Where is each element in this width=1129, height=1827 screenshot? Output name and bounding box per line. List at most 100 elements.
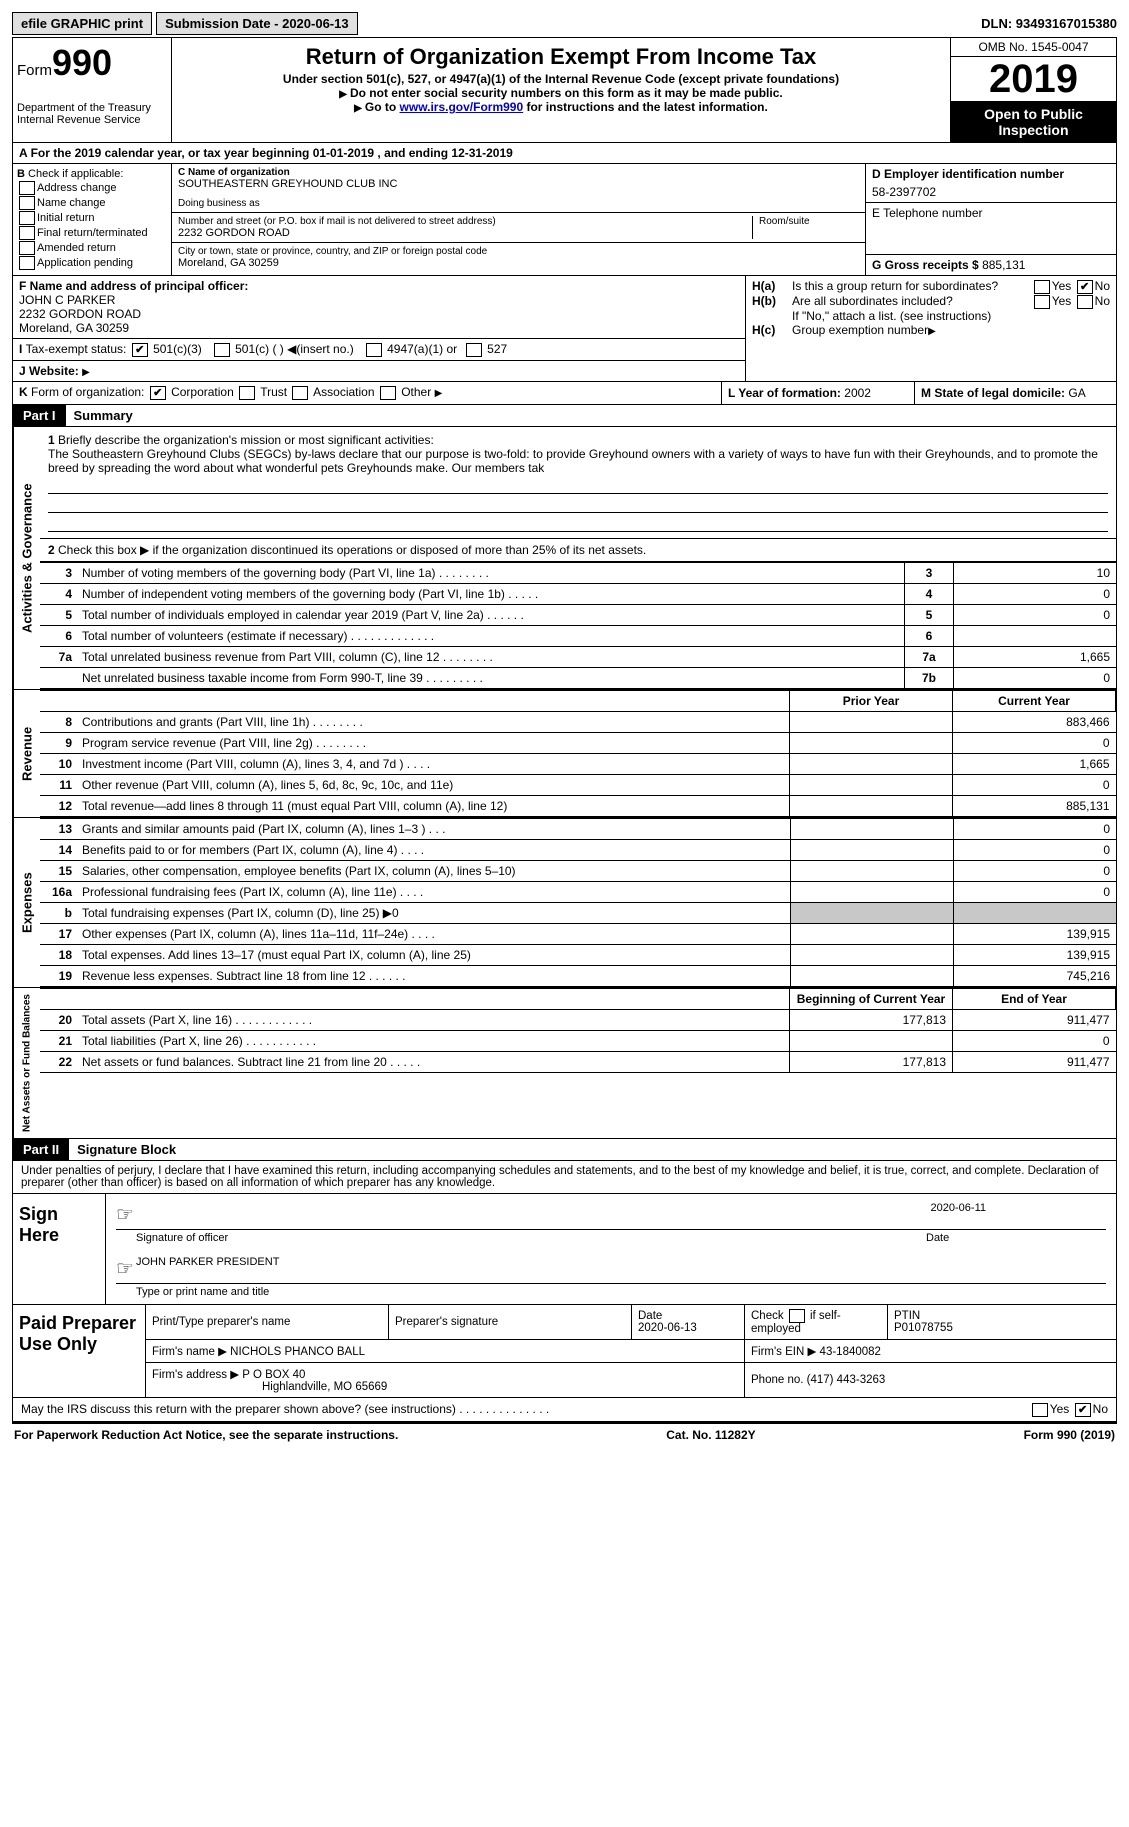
form-number: 990 [52,42,112,83]
hdr-beg: Beginning of Current Year [790,988,953,1009]
street-address: 2232 GORDON ROAD [178,227,746,239]
l-val: 2002 [844,386,871,400]
k-o1: Corporation [171,385,234,399]
footer-left: For Paperwork Reduction Act Notice, see … [14,1428,398,1442]
prep-date-hdr: Date [638,1310,662,1322]
mission-block: 1 Briefly describe the organization's mi… [40,427,1116,539]
footer-right: Form 990 (2019) [1024,1428,1115,1442]
table-row: 5Total number of individuals employed in… [40,604,1116,625]
paid-label: Paid Preparer Use Only [13,1305,146,1397]
i-o3: 4947(a)(1) or [387,342,457,356]
ha-yes[interactable] [1034,280,1050,294]
ha-no[interactable] [1077,280,1093,294]
block-governance: Activities & Governance 1 Briefly descri… [13,427,1116,690]
hb-note: If "No," attach a list. (see instruction… [752,309,1110,323]
table-row: 4Number of independent voting members of… [40,583,1116,604]
part2-header: Part II Signature Block [13,1139,1116,1161]
l-label: L Year of formation: [728,386,841,400]
expenses-table: 13Grants and similar amounts paid (Part … [40,818,1116,987]
checkbox-initial[interactable] [19,211,35,225]
fjk-left: F Name and address of principal officer:… [13,276,746,381]
i-o2b: (insert no.) [296,342,353,356]
note2-post: for instructions and the latest informat… [523,100,768,114]
tax-year: 2019 [951,57,1116,102]
col-d: D Employer identification number 58-2397… [865,164,1116,275]
opt-final: Final return/terminated [37,227,148,239]
strip-netassets: Net Assets or Fund Balances [13,988,40,1138]
city-state-zip: Moreland, GA 30259 [178,257,859,269]
header-left: Form990 Department of the Treasury Inter… [13,38,172,142]
k-label: Form of organization: [31,385,144,399]
ha-text: Is this a group return for subordinates? [792,279,1032,294]
paid-grid: Print/Type preparer's name Preparer's si… [146,1305,1116,1397]
firm-name: NICHOLS PHANCO BALL [230,1346,365,1358]
table-row: 11Other revenue (Part VIII, column (A), … [40,774,1116,795]
i-label: Tax-exempt status: [26,342,127,356]
checkbox-pending[interactable] [19,256,35,270]
checkbox-4947[interactable] [366,343,382,357]
table-row: 9Program service revenue (Part VIII, lin… [40,732,1116,753]
org-name: SOUTHEASTERN GREYHOUND CLUB INC [178,178,859,190]
table-row: 10Investment income (Part VIII, column (… [40,753,1116,774]
form-header: Form990 Department of the Treasury Inter… [13,38,1116,143]
table-row: 19Revenue less expenses. Subtract line 1… [40,965,1116,986]
table-row: 7aTotal unrelated business revenue from … [40,646,1116,667]
k-corp[interactable] [150,386,166,400]
firm-addr-label: Firm's address ▶ [152,1369,239,1381]
officer-addr1: 2232 GORDON ROAD [19,307,739,321]
note2-pre: Go to [365,100,400,114]
discuss-no[interactable] [1075,1403,1091,1417]
open-public-badge: Open to Public Inspection [951,102,1116,142]
strip-expenses: Expenses [13,818,40,987]
d-label: D Employer identification number [872,167,1110,181]
checkbox-501c3[interactable] [132,343,148,357]
checkbox-527[interactable] [466,343,482,357]
e-label: E Telephone number [872,206,1110,220]
table-row: 21Total liabilities (Part X, line 26) . … [40,1030,1116,1051]
checkbox-amended[interactable] [19,241,35,255]
i-o2: 501(c) ( ) [235,342,284,356]
checkbox-final[interactable] [19,226,35,240]
ptin-label: PTIN [894,1310,920,1322]
discuss-yes[interactable] [1032,1403,1048,1417]
firm-ein: 43-1840082 [820,1346,881,1358]
k-o4: Other [401,385,431,399]
k-trust[interactable] [239,386,255,400]
strip-governance: Activities & Governance [13,427,40,689]
checkbox-address[interactable] [19,181,35,195]
col-c: C Name of organization SOUTHEASTERN GREY… [172,164,865,275]
sign-here-block: Sign Here ☞ 2020-06-11 Signature of offi… [13,1194,1116,1305]
discuss-row: May the IRS discuss this return with the… [13,1398,1116,1423]
form-subtitle: Under section 501(c), 527, or 4947(a)(1)… [178,72,944,86]
efile-button[interactable]: efile GRAPHIC print [12,12,152,35]
m-val: GA [1068,386,1085,400]
f-label: F Name and address of principal officer: [19,279,739,293]
k-assoc[interactable] [292,386,308,400]
table-row: 8Contributions and grants (Part VIII, li… [40,711,1116,732]
form-title: Return of Organization Exempt From Incom… [178,44,944,70]
k-other[interactable] [380,386,396,400]
hb-no[interactable] [1077,295,1093,309]
submission-button[interactable]: Submission Date - 2020-06-13 [156,12,358,35]
officer-addr2: Moreland, GA 30259 [19,321,739,335]
paid-preparer-block: Paid Preparer Use Only Print/Type prepar… [13,1305,1116,1398]
signature-declaration: Under penalties of perjury, I declare th… [13,1161,1116,1194]
hb-yes[interactable] [1034,295,1050,309]
block-netassets: Net Assets or Fund Balances Beginning of… [13,988,1116,1139]
checkbox-501c[interactable] [214,343,230,357]
form-prefix: Form [17,62,52,79]
firm-name-label: Firm's name ▶ [152,1346,227,1358]
col-b: B Check if applicable: Address change Na… [13,164,172,275]
part1-tag: Part I [13,405,66,426]
table-row: 3Number of voting members of the governi… [40,562,1116,583]
table-row: 6Total number of volunteers (estimate if… [40,625,1116,646]
checkbox-name[interactable] [19,196,35,210]
part2-title: Signature Block [69,1139,184,1160]
k-o2: Trust [260,385,287,399]
table-row: 22Net assets or fund balances. Subtract … [40,1051,1116,1072]
form990-link[interactable]: www.irs.gov/Form990 [400,100,524,114]
sign-date: 2020-06-11 [931,1202,986,1227]
l2-text: Check this box ▶ if the organization dis… [58,543,646,557]
part1-title: Summary [66,405,141,426]
self-emp-checkbox[interactable] [789,1309,805,1323]
